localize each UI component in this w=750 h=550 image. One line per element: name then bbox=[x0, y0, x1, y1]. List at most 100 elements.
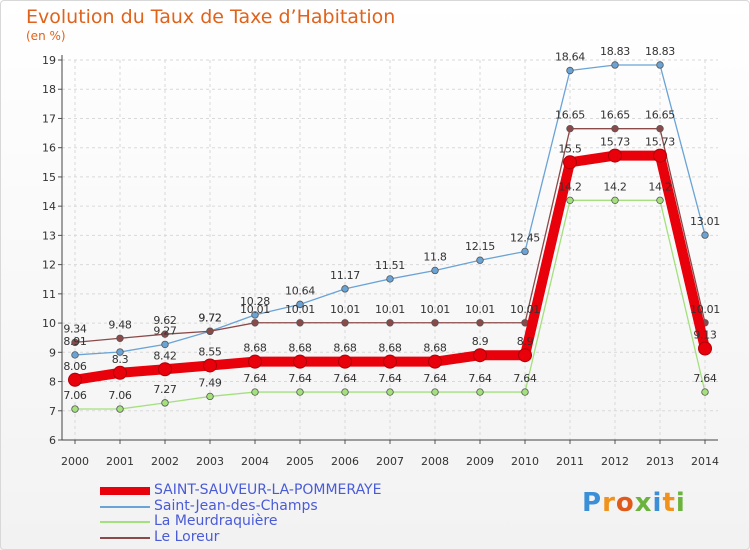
data-label: 7.49 bbox=[198, 376, 222, 389]
y-tick-label: 14 bbox=[42, 200, 56, 213]
brand-letter: x bbox=[634, 488, 653, 518]
data-label: 10.01 bbox=[510, 303, 540, 316]
data-point bbox=[431, 388, 439, 396]
data-point bbox=[701, 231, 709, 239]
data-point bbox=[518, 348, 532, 363]
data-point bbox=[203, 358, 217, 373]
data-point bbox=[116, 348, 124, 356]
data-point bbox=[431, 266, 439, 275]
data-label: 9.34 bbox=[63, 322, 87, 335]
data-label: 7.06 bbox=[63, 389, 87, 402]
data-point bbox=[296, 300, 304, 309]
chart-data-labels: 8.91 9.27 9.72 10.28 10.64 11.17 11.51 11.8 12.1… bbox=[63, 45, 720, 402]
data-point bbox=[296, 388, 304, 396]
brand-letter: P bbox=[582, 488, 603, 518]
data-point bbox=[71, 405, 79, 413]
data-point bbox=[296, 319, 304, 327]
y-tick-label: 11 bbox=[42, 288, 56, 301]
data-point bbox=[698, 341, 712, 356]
y-tick-label: 7 bbox=[49, 405, 56, 418]
data-label: 14.2 bbox=[603, 180, 626, 193]
x-tick-label: 2002 bbox=[151, 455, 179, 468]
x-tick-label: 2001 bbox=[106, 455, 134, 468]
data-label: 7.64 bbox=[693, 372, 717, 385]
data-point bbox=[611, 61, 619, 69]
brand-letter: i bbox=[675, 488, 686, 518]
data-point bbox=[608, 148, 622, 163]
data-label: 12.45 bbox=[510, 231, 540, 244]
y-tick-label: 9 bbox=[49, 346, 56, 359]
data-point bbox=[251, 311, 259, 319]
y-tick-label: 18 bbox=[42, 83, 56, 96]
data-point bbox=[476, 256, 484, 264]
x-tick-label: 2014 bbox=[691, 455, 719, 468]
data-label: 8.06 bbox=[63, 360, 87, 373]
data-label: 7.64 bbox=[468, 372, 492, 385]
data-label: 7.64 bbox=[333, 372, 357, 385]
data-label: 9.27 bbox=[153, 324, 177, 337]
data-point bbox=[206, 327, 214, 335]
y-tick-label: 12 bbox=[42, 259, 56, 272]
data-label: 7.06 bbox=[108, 389, 132, 402]
data-label: 7.64 bbox=[423, 372, 447, 385]
data-point bbox=[161, 330, 169, 338]
data-label: 10.28 bbox=[240, 295, 270, 308]
data-label: 8.3 bbox=[112, 353, 129, 366]
data-label: 9.13 bbox=[693, 329, 717, 342]
data-point bbox=[521, 247, 529, 256]
data-label: 13.01 bbox=[690, 215, 720, 228]
data-point bbox=[113, 365, 127, 380]
data-point bbox=[563, 155, 577, 170]
data-label: 16.65 bbox=[555, 109, 585, 122]
y-tick-label: 8 bbox=[49, 376, 56, 389]
data-label: 8.9 bbox=[472, 335, 489, 348]
data-label: 10.01 bbox=[420, 303, 450, 316]
data-label: 11.51 bbox=[375, 259, 405, 272]
data-label: 8.42 bbox=[153, 349, 176, 362]
data-label: 15.73 bbox=[600, 136, 630, 149]
data-point bbox=[341, 388, 349, 396]
data-label: 10.01 bbox=[375, 303, 405, 316]
data-point bbox=[68, 372, 82, 387]
data-label: 9.72 bbox=[198, 311, 221, 324]
data-label: 16.65 bbox=[600, 109, 630, 122]
data-point bbox=[206, 392, 214, 401]
data-point bbox=[653, 148, 667, 163]
data-label: 12.15 bbox=[465, 240, 495, 253]
data-point bbox=[611, 124, 619, 133]
x-tick-label: 2012 bbox=[601, 455, 629, 468]
legend-swatch bbox=[100, 505, 150, 508]
data-label: 7.27 bbox=[153, 383, 177, 396]
x-tick-label: 2005 bbox=[286, 455, 314, 468]
data-label: 7.64 bbox=[378, 372, 402, 385]
data-point bbox=[521, 388, 529, 396]
x-tick-label: 2010 bbox=[511, 455, 539, 468]
data-point bbox=[701, 388, 709, 396]
brand-letter: r bbox=[602, 488, 616, 518]
legend-label: SAINT-SAUVEUR-LA-POMMERAYE bbox=[154, 482, 382, 498]
data-label: 10.01 bbox=[690, 303, 720, 316]
data-point bbox=[71, 338, 79, 347]
data-label: 8.55 bbox=[198, 345, 222, 358]
data-point bbox=[566, 66, 574, 75]
data-label: 11.8 bbox=[423, 250, 447, 263]
data-point bbox=[428, 354, 442, 369]
legend-swatch bbox=[100, 487, 150, 495]
brand-letter: i bbox=[652, 488, 663, 518]
chart-unit-label: (en %) bbox=[26, 29, 66, 43]
data-label: 15.73 bbox=[645, 136, 675, 149]
data-point bbox=[566, 124, 574, 133]
y-tick-label: 15 bbox=[42, 171, 56, 184]
data-label: 8.68 bbox=[288, 342, 312, 355]
data-label: 8.68 bbox=[333, 342, 357, 355]
x-tick-label: 2000 bbox=[61, 455, 89, 468]
data-label: 14.2 bbox=[558, 180, 581, 193]
data-point bbox=[473, 348, 487, 363]
data-label: 8.68 bbox=[423, 342, 447, 355]
chart-title: Evolution du Taux de Taxe d’Habitation bbox=[26, 6, 396, 28]
x-tick-label: 2011 bbox=[556, 455, 584, 468]
data-point bbox=[656, 124, 664, 133]
data-label: 8.68 bbox=[378, 342, 402, 355]
legend-label: Saint-Jean-des-Champs bbox=[154, 497, 318, 514]
data-point bbox=[248, 354, 262, 369]
